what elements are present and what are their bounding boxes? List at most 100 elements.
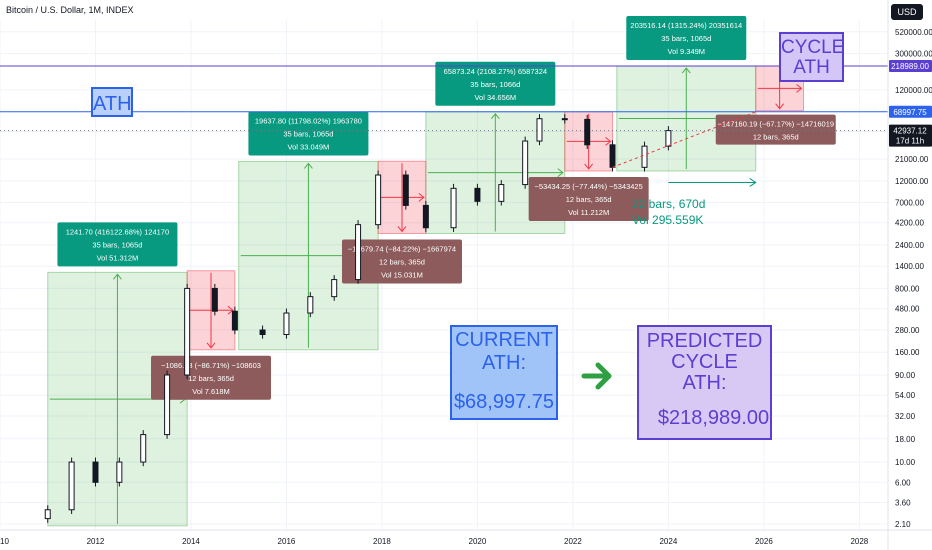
measure-hhead-4 [227, 305, 234, 315]
price-tick-5: 12000.00 [895, 177, 929, 186]
price-tick-4: 21000.00 [895, 155, 929, 164]
time-tick-0: 2010 [0, 537, 9, 546]
candle-body-9 [259, 329, 266, 336]
time-tick-4: 2018 [373, 537, 391, 546]
measure-vhead-2 [490, 113, 500, 120]
time-tick-8: 2026 [755, 537, 773, 546]
price-tick-9: 1400.00 [895, 262, 924, 271]
projection-line [612, 111, 756, 168]
candle-body-14 [375, 174, 382, 226]
candle-body-8 [231, 310, 238, 331]
price-label-bg-2 [889, 124, 932, 147]
candle-body-10 [283, 312, 290, 336]
measure-vhead-1 [304, 162, 313, 169]
ath-line-label: ATH [91, 87, 133, 117]
measure-label-bg-1 [248, 111, 369, 156]
price-label-bg-0 [889, 60, 932, 73]
cycle-ath-label-line2: ATH [793, 57, 830, 78]
time-tick-9: 2028 [850, 537, 868, 546]
price-axis-panel [888, 0, 932, 550]
measure-label-4-0: −1086.03 (−86.71%) −108603 [161, 361, 261, 370]
price-label-sub-2: 17d 11h [896, 137, 924, 146]
measure-label-6-2: Vol 11.212M [568, 208, 609, 217]
candle-body-11 [307, 296, 314, 314]
candle-body-6 [184, 287, 191, 376]
price-tick-1: 300000.00 [895, 50, 932, 59]
price-tick-14: 90.00 [895, 371, 916, 380]
right-arrow-icon [581, 362, 612, 390]
measure-vhead-7 [775, 103, 785, 110]
currency-button[interactable]: USD [891, 4, 923, 20]
predicted-title-2: CYCLE [671, 351, 738, 373]
measure-label-7-0: −147160.19 (−67.17%) −14716019 [717, 120, 834, 129]
price-label-bg-1 [889, 105, 932, 118]
measure-label-bg-5 [341, 239, 462, 284]
measure-label-5-1: 12 bars, 365d [379, 257, 425, 266]
time-tick-2: 2014 [182, 537, 200, 546]
price-tick-20: 3.60 [895, 499, 911, 508]
predicted-title-1: PREDICTED [646, 330, 763, 352]
time-tick-7: 2024 [659, 537, 677, 546]
predicted-title-3: ATH: [682, 372, 727, 394]
price-tick-13: 160.00 [895, 348, 920, 357]
candle-body-25 [641, 145, 648, 168]
measure-label-2-0: 65873.24 (2108.27%) 6587324 [444, 67, 547, 76]
price-tick-2: 120000.00 [895, 86, 932, 95]
candle-body-5 [164, 374, 171, 436]
measure-vhead-3 [681, 67, 691, 74]
candle-body-15 [402, 174, 409, 206]
measure-vhead-6 [584, 163, 594, 170]
price-tick-21: 2.10 [895, 520, 911, 529]
current-ath-box: CURRENT ATH: $68,997.75 [450, 325, 558, 420]
candle-body-26 [665, 130, 672, 147]
measure-hhead-7 [796, 83, 803, 93]
measure-label-2-1: 35 bars, 1066d [470, 80, 520, 89]
candle-body-1 [68, 461, 75, 511]
price-tick-7: 4200.00 [895, 219, 924, 228]
candle-body-23 [584, 118, 591, 146]
measure-label-4-1: 12 bars, 365d [188, 374, 234, 383]
cycle-ath-label-line1: CYCLE [781, 37, 845, 58]
current-ath-value: $68,997.75 [453, 391, 555, 413]
candle-body-21 [536, 118, 543, 142]
predicted-value: $218,989.00 [657, 407, 770, 429]
cycle-ath-label: CYCLE ATH [779, 32, 844, 82]
time-tick-5: 2020 [469, 537, 487, 546]
time-tick-1: 2012 [87, 537, 105, 546]
time-axis-panel [0, 530, 932, 550]
measure-label-4-2: Vol 7.618M [192, 387, 230, 396]
predicted-ath-box: PREDICTED CYCLE ATH: $218,989.00 [637, 325, 772, 440]
price-tick-10: 800.00 [895, 284, 920, 293]
measure-label-3-1: 35 bars, 1065d [661, 34, 711, 43]
price-tick-15: 54.00 [895, 391, 916, 400]
measure-label-7-1: 12 bars, 365d [753, 133, 799, 142]
price-tick-19: 6.00 [895, 478, 911, 487]
candle-body-3 [116, 461, 123, 483]
candle-body-7 [211, 287, 218, 312]
price-label-0: 218989.00 [891, 62, 929, 71]
measure-label-bg-3 [626, 16, 747, 61]
measure-label-bg-4 [151, 355, 272, 400]
projection-bars: 22 bars, 670d [632, 197, 706, 211]
price-tick-18: 10.00 [895, 458, 916, 467]
measure-hhead-5 [418, 192, 425, 202]
measure-label-bg-6 [528, 176, 649, 221]
measure-label-bg-2 [435, 61, 556, 106]
current-ath-title-2: ATH: [481, 352, 527, 374]
price-tick-0: 520000.00 [895, 28, 932, 37]
measure-hhead-2 [557, 168, 564, 178]
measure-label-0-1: 35 bars, 1065d [92, 240, 142, 249]
projection-text: 22 bars, 670d Vol 295.559K [632, 196, 705, 228]
price-tick-12: 280.00 [895, 326, 920, 335]
price-tick-6: 7000.00 [895, 198, 924, 207]
price-label-2: 42937.12 [893, 127, 927, 136]
measure-label-3-2: Vol 9.349M [668, 47, 706, 56]
current-ath-title-1: CURRENT [455, 329, 553, 351]
candle-body-4 [140, 434, 147, 463]
projection-vol: Vol 295.559K [632, 213, 704, 227]
measure-label-6-1: 12 bars, 365d [566, 195, 612, 204]
measure-hhead-6 [605, 137, 612, 146]
price-tick-16: 32.00 [895, 412, 916, 421]
